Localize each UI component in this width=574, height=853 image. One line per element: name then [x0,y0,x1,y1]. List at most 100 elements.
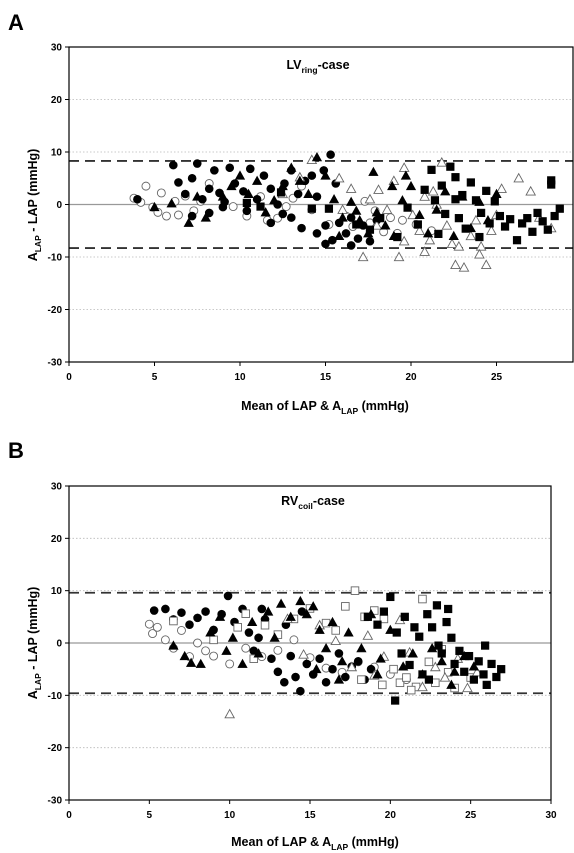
y-tick-label: -30 [48,358,63,369]
y-axis-label-a: ALAP - LAP (mmHg) [26,149,43,262]
data-point-filled-triangle [253,648,264,658]
data-point-filled-circle [366,664,376,674]
data-point-filled-triangle [351,205,362,215]
y-tick-label: 20 [51,95,63,106]
data-point-filled-square [506,215,515,224]
data-point-filled-triangle [449,666,460,676]
data-point-open-square [357,675,366,684]
data-point-open-square [378,680,387,690]
data-point-filled-square [392,628,401,637]
data-point-open-triangle [333,172,345,183]
data-point-filled-square [400,612,409,621]
data-point-open-triangle [362,630,374,640]
data-point-open-circle [160,635,170,645]
data-point-open-circle [225,659,235,669]
data-point-open-triangle [446,238,458,249]
data-point-filled-square [538,217,547,226]
points-a [129,150,564,272]
data-point-filled-triangle [269,632,280,642]
data-point-filled-circle [185,620,194,629]
data-point-open-triangle [458,261,470,272]
x-tick-label: 15 [320,372,332,383]
data-point-filled-circle [210,166,219,175]
data-point-filled-circle [278,209,288,219]
data-point-filled-triangle [200,212,211,222]
data-point-filled-square [418,670,427,679]
data-point-open-circle [289,635,299,645]
data-point-filled-circle [341,672,350,682]
data-point-filled-triangle [311,152,323,162]
data-point-filled-circle [312,229,322,238]
data-point-open-circle [201,646,211,656]
data-point-filled-triangle [179,650,190,661]
data-point-open-triangle [450,259,461,270]
data-point-open-triangle [474,248,485,259]
data-point-filled-square [386,592,395,602]
x-tick-label: 15 [304,810,316,821]
data-point-open-circle [144,619,154,629]
data-point-open-triangle [480,259,492,270]
data-point-filled-circle [169,160,178,170]
chart-title-b: RVcoil-case [281,494,345,511]
data-point-filled-triangle [400,170,411,180]
data-point-filled-triangle [214,611,226,621]
data-point-filled-triangle [275,598,287,608]
data-point-filled-square [415,632,424,641]
data-point-filled-circle [321,221,330,230]
data-point-filled-circle [161,604,170,614]
data-point-filled-circle [266,218,276,228]
data-point-filled-triangle [375,653,386,663]
data-point-open-triangle [398,235,410,246]
data-point-filled-square [307,204,316,213]
data-point-filled-circle [321,239,330,249]
data-point-open-square [233,623,242,632]
data-point-filled-triangle [405,180,417,191]
data-point-filled-square [547,176,556,185]
data-point-open-square [389,664,398,674]
data-point-filled-triangle [237,658,248,668]
data-point-filled-triangle [397,195,408,205]
data-point-filled-circle [149,606,159,615]
reference-lines-b [69,591,551,695]
data-point-filled-square [451,173,460,182]
x-axis-label-a: Mean of LAP & ALAP (mmHg) [241,399,409,416]
data-point-filled-square [471,196,481,205]
data-point-filled-triangle [247,616,258,627]
data-point-filled-circle [204,208,214,218]
x-tick-label: 20 [405,372,417,383]
data-point-filled-square [454,214,463,223]
data-point-open-circle [162,211,171,221]
data-point-filled-square [447,633,456,642]
x-tick-label: 5 [147,810,153,821]
data-point-filled-circle [326,150,335,159]
data-point-open-triangle [414,225,425,235]
data-point-filled-triangle [343,627,354,637]
panel-letter-b: B [8,438,24,463]
data-point-filled-triangle [356,643,367,653]
data-point-filled-triangle [295,595,306,606]
data-point-open-circle [241,643,251,653]
data-point-filled-circle [293,189,303,199]
data-point-open-square [241,609,250,618]
data-point-open-triangle [419,246,431,256]
data-point-filled-square [410,623,419,632]
data-point-filled-square [479,670,488,679]
data-point-open-triangle [398,162,410,172]
data-point-filled-square [495,211,505,221]
grid-a [69,99,573,310]
data-point-filled-triangle [217,191,229,201]
data-point-open-triangle [462,682,473,693]
data-point-open-circle [148,629,157,639]
data-point-open-circle [398,215,407,225]
data-point-filled-triangle [185,657,197,667]
data-point-filled-circle [244,628,254,637]
data-point-filled-square [490,197,499,206]
data-point-filled-triangle [320,643,332,653]
data-point-open-square [350,586,360,595]
data-point-filled-square [365,225,375,234]
data-point-open-triangle [429,661,441,672]
data-point-open-triangle [364,193,376,204]
data-point-filled-triangle [422,228,434,238]
data-point-filled-square [437,649,446,658]
